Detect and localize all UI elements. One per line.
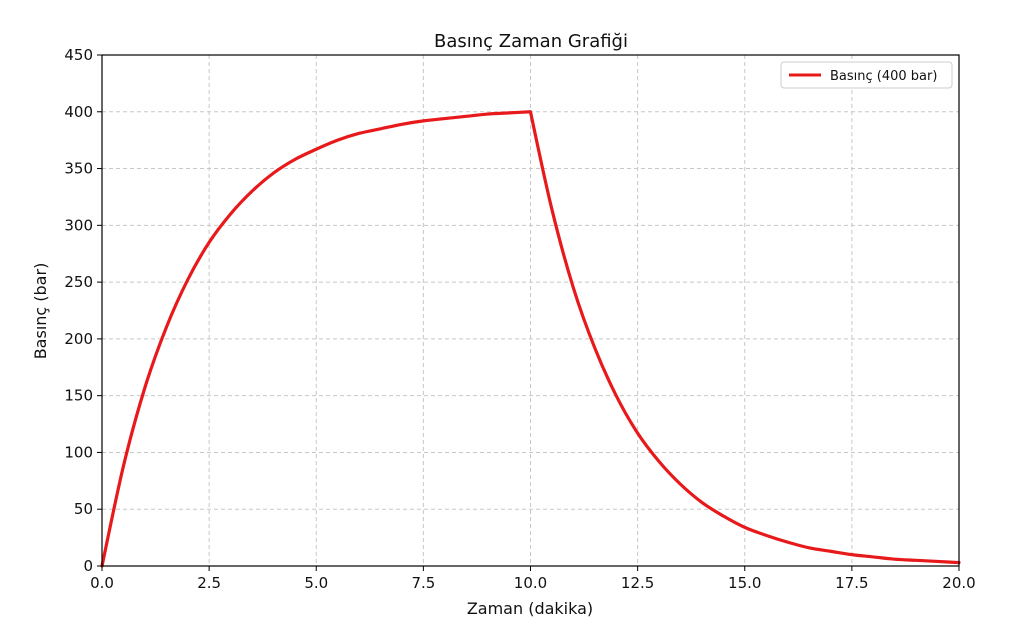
grid-lines [101,54,960,567]
x-axis-label: Zaman (dakika) [467,599,593,618]
x-tick-label: 17.5 [835,574,868,592]
y-tick-label: 350 [64,160,93,178]
y-tick-label: 250 [64,273,93,291]
y-tick-label: 150 [64,387,93,405]
x-tick-label: 7.5 [411,574,435,592]
y-tick-label: 200 [64,330,93,348]
x-tick-label: 15.0 [728,574,761,592]
legend-box [780,61,953,89]
x-tick-label: 12.5 [621,574,654,592]
x-tick-label: 10.0 [514,574,547,592]
y-tick-label: 50 [74,500,93,518]
x-tick-label: 0.0 [90,574,114,592]
x-tick-label: 2.5 [197,574,221,592]
series-line [100,110,961,568]
legend-label: Basınç (400 bar) [830,69,937,84]
legend: Basınç (400 bar) [780,61,953,89]
series-layer [100,110,961,568]
y-axis-label: Basınç (bar) [31,263,50,360]
x-tick-label: 20.0 [942,574,975,592]
chart-title: Basınç Zaman Grafiği [434,31,628,52]
axis-ticks: 0.0 2.5 5.0 7.5 10.0 12.5 15.0 17.5 20.0 0 50 100 15… [64,46,975,592]
y-tick-label: 300 [64,216,93,234]
y-tick-label: 400 [64,103,93,121]
y-tick-label: 450 [64,46,93,64]
y-tick-label: 0 [83,557,93,575]
x-tick-label: 5.0 [304,574,328,592]
y-tick-label: 100 [64,443,93,461]
